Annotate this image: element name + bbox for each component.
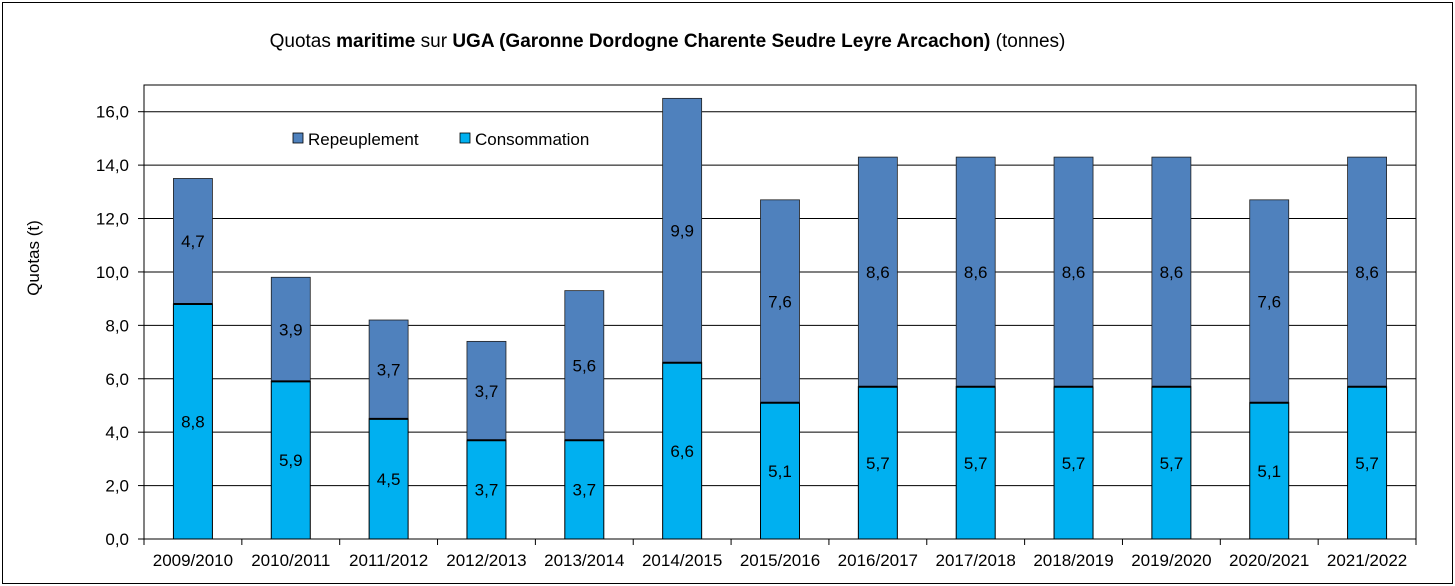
bar-repeuplement: [466, 341, 506, 441]
x-tick-label: 2010/2011: [251, 551, 330, 570]
x-tick-label: 2018/2019: [1033, 551, 1113, 570]
bar-repeuplement: [271, 277, 311, 382]
data-label-repeuplement: 8,6: [1062, 263, 1086, 282]
data-label-repeuplement: 3,7: [475, 382, 499, 401]
title-bold-maritime: maritime: [336, 31, 416, 52]
data-label-consommation: 5,9: [279, 451, 303, 470]
data-label-repeuplement: 8,6: [1355, 263, 1379, 282]
x-tick-label: 2012/2013: [446, 551, 526, 570]
bar-repeuplement: [564, 290, 604, 441]
bar-repeuplement: [1054, 157, 1094, 387]
y-tick-label: 2,0: [105, 477, 129, 496]
bar-consommation: [1249, 402, 1290, 540]
y-tick-label: 8,0: [105, 316, 129, 335]
x-tick-label: 2019/2020: [1131, 551, 1211, 570]
data-label-consommation: 3,7: [572, 481, 596, 500]
x-tick-label: 2011/2012: [349, 551, 428, 570]
data-label-consommation: 3,7: [475, 481, 499, 500]
legend-swatch-consommation: [459, 132, 471, 144]
x-tick-label: 2020/2021: [1229, 551, 1309, 570]
data-label-consommation: 5,7: [1355, 454, 1379, 473]
data-label-repeuplement: 5,6: [572, 356, 596, 375]
data-label-repeuplement: 3,9: [279, 320, 303, 339]
data-label-consommation: 8,8: [181, 412, 205, 431]
bar-consommation: [466, 439, 507, 540]
legend-label-consommation: Consommation: [475, 130, 589, 149]
bar-repeuplement: [662, 98, 702, 363]
data-label-consommation: 4,5: [377, 470, 401, 489]
bar-consommation: [1347, 386, 1388, 540]
x-tick-label: 2015/2016: [740, 551, 820, 570]
bar-repeuplement: [1151, 157, 1191, 387]
y-tick-label: 14,0: [96, 156, 129, 175]
title-prefix: Quotas: [269, 31, 337, 52]
x-tick-label: 2017/2018: [936, 551, 1016, 570]
chart-title: Quotas maritime sur UGA (Garonne Dordogn…: [0, 31, 1335, 53]
y-tick-label: 12,0: [96, 210, 129, 229]
x-tick-label: 2009/2010: [153, 551, 233, 570]
data-label-repeuplement: 8,6: [1160, 263, 1184, 282]
data-label-repeuplement: 7,6: [768, 292, 792, 311]
title-mid: sur: [415, 31, 453, 52]
bar-repeuplement: [1347, 157, 1387, 387]
data-label-repeuplement: 8,6: [866, 263, 890, 282]
data-label-consommation: 5,7: [964, 454, 988, 473]
x-tick-label: 2014/2015: [642, 551, 722, 570]
bar-consommation: [564, 439, 605, 540]
data-label-consommation: 5,7: [1160, 454, 1184, 473]
data-label-consommation: 5,7: [866, 454, 890, 473]
y-tick-label: 10,0: [96, 263, 129, 282]
x-tick-label: 2013/2014: [544, 551, 624, 570]
y-tick-label: 16,0: [96, 103, 129, 122]
data-label-repeuplement: 9,9: [670, 222, 694, 241]
bar-consommation: [662, 362, 703, 540]
data-label-repeuplement: 4,7: [181, 232, 205, 251]
bar-repeuplement: [1249, 199, 1289, 403]
bar-repeuplement: [369, 320, 409, 419]
legend-label-repeuplement: Repeuplement: [308, 130, 419, 149]
data-label-repeuplement: 3,7: [377, 360, 401, 379]
x-tick-label: 2016/2017: [838, 551, 918, 570]
bar-consommation: [1151, 386, 1192, 540]
y-tick-label: 0,0: [105, 530, 129, 549]
title-suffix: (tonnes): [990, 31, 1066, 52]
data-label-repeuplement: 7,6: [1257, 292, 1281, 311]
data-label-consommation: 5,1: [1257, 462, 1281, 481]
x-tick-label: 2021/2022: [1327, 551, 1407, 570]
data-label-repeuplement: 8,6: [964, 263, 988, 282]
bar-consommation: [270, 380, 311, 540]
y-tick-label: 4,0: [105, 423, 129, 442]
legend-swatch-repeuplement: [292, 132, 304, 144]
bar-repeuplement: [858, 157, 898, 387]
data-label-consommation: 5,1: [768, 462, 792, 481]
y-tick-label: 6,0: [105, 370, 129, 389]
bar-consommation: [1053, 386, 1094, 540]
data-label-consommation: 6,6: [670, 442, 694, 461]
title-bold-uga: UGA (Garonne Dordogne Charente Seudre Le…: [452, 31, 991, 52]
bar-consommation: [955, 386, 996, 540]
data-label-consommation: 5,7: [1062, 454, 1086, 473]
bar-repeuplement: [956, 157, 996, 387]
bar-repeuplement: [760, 199, 800, 403]
bar-repeuplement: [173, 178, 213, 304]
